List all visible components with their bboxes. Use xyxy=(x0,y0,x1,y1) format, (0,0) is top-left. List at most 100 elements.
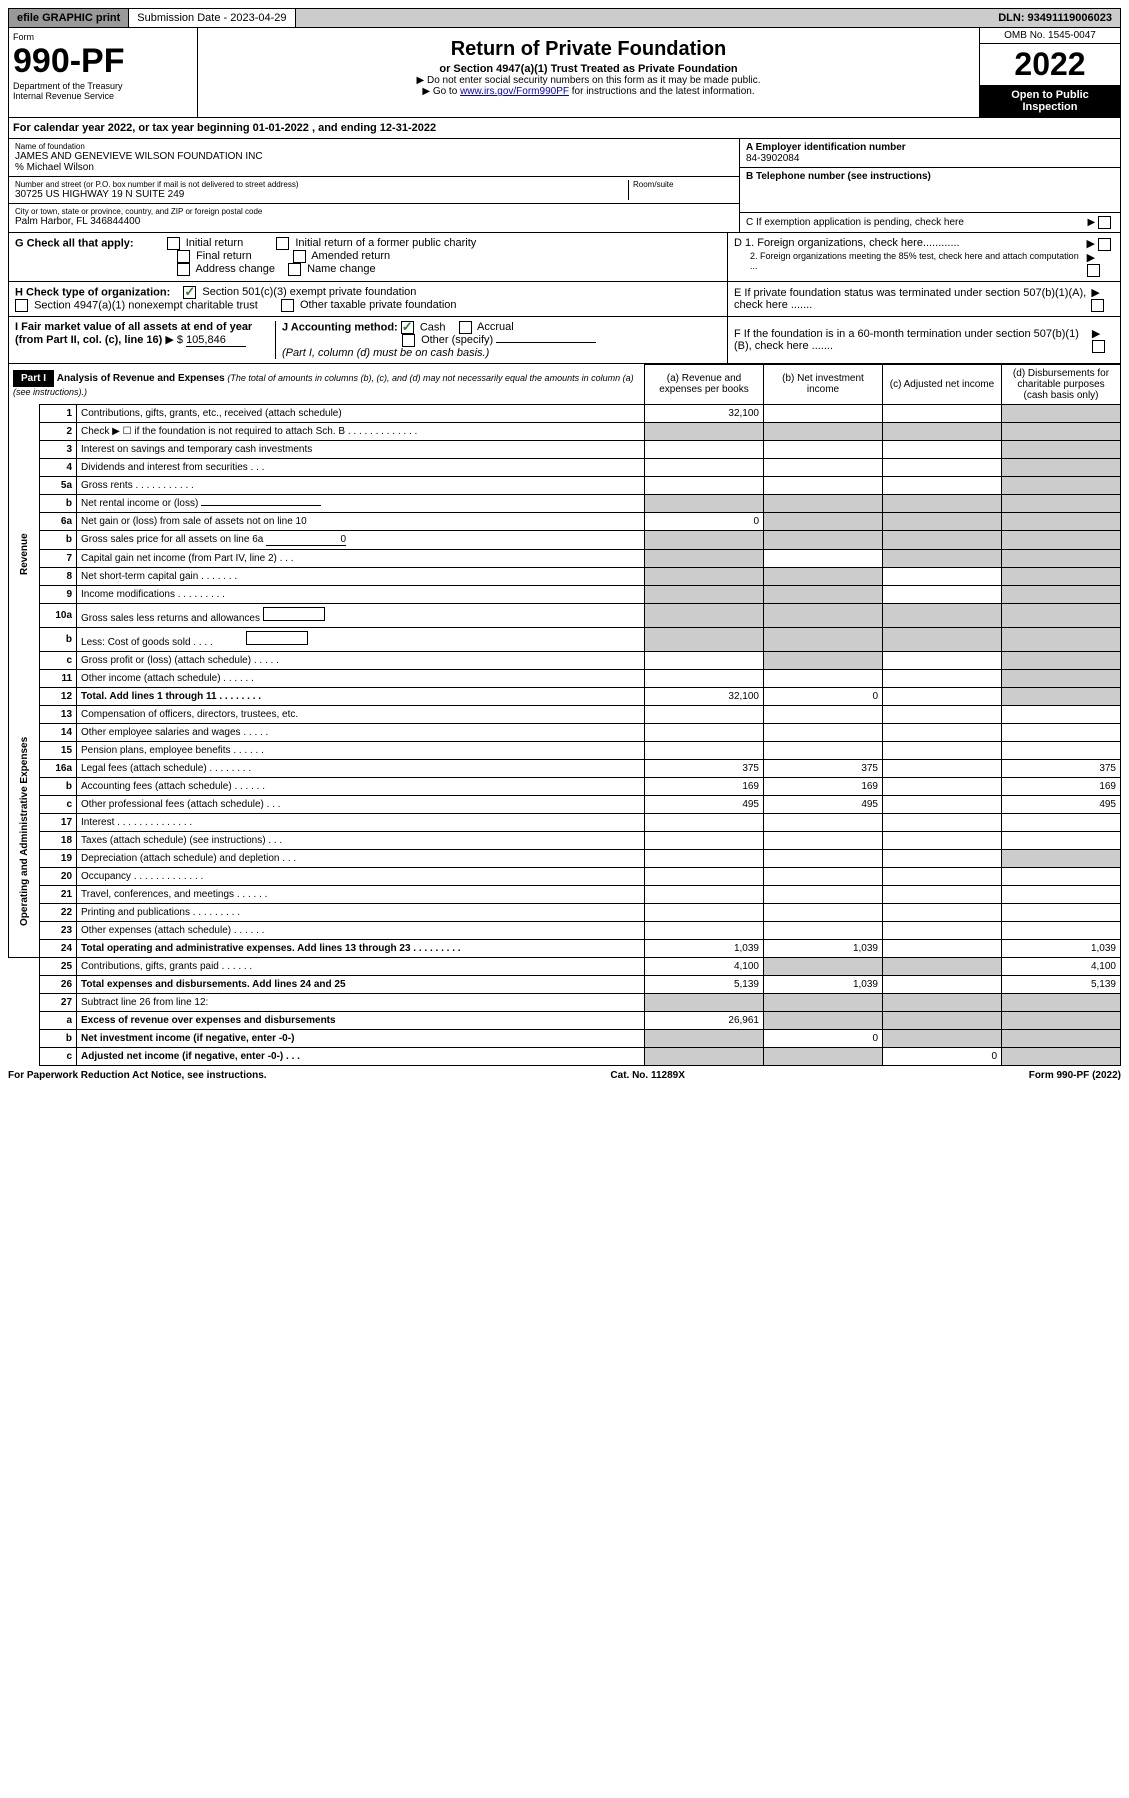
501c3-checkbox[interactable] xyxy=(183,286,196,299)
ein-label: A Employer identification number xyxy=(746,142,1114,153)
omb-number: OMB No. 1545-0047 xyxy=(980,28,1120,44)
table-row: 21Travel, conferences, and meetings . . … xyxy=(9,885,1121,903)
calendar-year-row: For calendar year 2022, or tax year begi… xyxy=(8,118,1121,139)
care-of: % Michael Wilson xyxy=(15,162,733,173)
table-row: 22Printing and publications . . . . . . … xyxy=(9,903,1121,921)
tax-year: 2022 xyxy=(980,44,1120,85)
d2-checkbox[interactable] xyxy=(1087,264,1100,277)
expenses-side-label: Operating and Administrative Expenses xyxy=(9,705,40,957)
table-row: 26Total expenses and disbursements. Add … xyxy=(9,975,1121,993)
table-row: 25Contributions, gifts, grants paid . . … xyxy=(9,957,1121,975)
amended-checkbox[interactable] xyxy=(293,250,306,263)
ein-value: 84-3902084 xyxy=(746,153,1114,164)
other-taxable-checkbox[interactable] xyxy=(281,299,294,312)
room-label: Room/suite xyxy=(633,180,733,189)
top-bar: efile GRAPHIC print Submission Date - 20… xyxy=(8,8,1121,28)
form-subtitle: or Section 4947(a)(1) Trust Treated as P… xyxy=(206,63,971,75)
city-value: Palm Harbor, FL 346844400 xyxy=(15,216,733,227)
fmv-value: 105,846 xyxy=(186,334,246,347)
table-row: cOther professional fees (attach schedul… xyxy=(9,795,1121,813)
other-method-checkbox[interactable] xyxy=(402,334,415,347)
table-row: aExcess of revenue over expenses and dis… xyxy=(9,1011,1121,1029)
final-return-checkbox[interactable] xyxy=(177,250,190,263)
box-c-label: C If exemption application is pending, c… xyxy=(746,217,964,228)
table-row: 10aGross sales less returns and allowanc… xyxy=(9,603,1121,627)
table-row: 17Interest . . . . . . . . . . . . . . xyxy=(9,813,1121,831)
table-row: 8Net short-term capital gain . . . . . .… xyxy=(9,567,1121,585)
table-row: 6aNet gain or (loss) from sale of assets… xyxy=(9,512,1121,530)
address-change-checkbox[interactable] xyxy=(177,263,190,276)
f-checkbox[interactable] xyxy=(1092,340,1105,353)
irs-label: Internal Revenue Service xyxy=(13,91,193,101)
table-row: 16aLegal fees (attach schedule) . . . . … xyxy=(9,759,1121,777)
col-d-header: (d) Disbursements for charitable purpose… xyxy=(1002,364,1121,404)
cash-checkbox[interactable] xyxy=(401,321,414,334)
instruction-2-post: for instructions and the latest informat… xyxy=(569,86,755,97)
box-j-label: J Accounting method: xyxy=(282,321,398,333)
box-j-note: (Part I, column (d) must be on cash basi… xyxy=(282,347,489,359)
part1-label: Part I xyxy=(13,370,54,387)
table-row: 7Capital gain net income (from Part IV, … xyxy=(9,549,1121,567)
address-label: Number and street (or P.O. box number if… xyxy=(15,180,628,189)
table-row: 27Subtract line 26 from line 12: xyxy=(9,993,1121,1011)
check-h-label: H Check type of organization: xyxy=(15,286,170,298)
open-public-badge: Open to Public Inspection xyxy=(980,85,1120,117)
table-row: bNet investment income (if negative, ent… xyxy=(9,1029,1121,1047)
table-row: bAccounting fees (attach schedule) . . .… xyxy=(9,777,1121,795)
table-row: 4Dividends and interest from securities … xyxy=(9,458,1121,476)
part1-table: Part I Analysis of Revenue and Expenses … xyxy=(8,364,1121,1066)
table-row: 11Other income (attach schedule) . . . .… xyxy=(9,669,1121,687)
table-row: bGross sales price for all assets on lin… xyxy=(9,530,1121,549)
dept-treasury: Department of the Treasury xyxy=(13,81,193,91)
name-change-checkbox[interactable] xyxy=(288,263,301,276)
foundation-name: JAMES AND GENEVIEVE WILSON FOUNDATION IN… xyxy=(15,151,733,162)
table-row: 14Other employee salaries and wages . . … xyxy=(9,723,1121,741)
table-row: 15Pension plans, employee benefits . . .… xyxy=(9,741,1121,759)
4947-checkbox[interactable] xyxy=(15,299,28,312)
phone-label: B Telephone number (see instructions) xyxy=(746,171,1114,182)
d1-checkbox[interactable] xyxy=(1098,238,1111,251)
table-row: 18Taxes (attach schedule) (see instructi… xyxy=(9,831,1121,849)
cat-number: Cat. No. 11289X xyxy=(610,1070,684,1081)
initial-return-checkbox[interactable] xyxy=(167,237,180,250)
box-d2: 2. Foreign organizations meeting the 85%… xyxy=(734,251,1087,277)
col-c-header: (c) Adjusted net income xyxy=(883,364,1002,404)
instructions-link[interactable]: www.irs.gov/Form990PF xyxy=(460,86,569,97)
table-row: Revenue 1Contributions, gifts, grants, e… xyxy=(9,404,1121,422)
col-b-header: (b) Net investment income xyxy=(764,364,883,404)
city-label: City or town, state or province, country… xyxy=(15,207,733,216)
box-f: F If the foundation is in a 60-month ter… xyxy=(734,328,1092,352)
table-row: 23Other expenses (attach schedule) . . .… xyxy=(9,921,1121,939)
paperwork-notice: For Paperwork Reduction Act Notice, see … xyxy=(8,1070,267,1081)
efile-print-button[interactable]: efile GRAPHIC print xyxy=(9,9,129,27)
revenue-side-label: Revenue xyxy=(9,404,40,705)
table-row: 5aGross rents . . . . . . . . . . . xyxy=(9,476,1121,494)
table-row: cAdjusted net income (if negative, enter… xyxy=(9,1047,1121,1065)
name-label: Name of foundation xyxy=(15,142,733,151)
table-row: bNet rental income or (loss) xyxy=(9,494,1121,512)
box-c-checkbox[interactable] xyxy=(1098,216,1111,229)
form-header: Form 990-PF Department of the Treasury I… xyxy=(8,28,1121,118)
table-row: bLess: Cost of goods sold . . . . xyxy=(9,627,1121,651)
table-row: 19Depreciation (attach schedule) and dep… xyxy=(9,849,1121,867)
form-number: 990-PF xyxy=(13,42,193,81)
table-row: Operating and Administrative Expenses 13… xyxy=(9,705,1121,723)
initial-former-checkbox[interactable] xyxy=(276,237,289,250)
check-g: G Check all that apply: Initial return I… xyxy=(15,237,721,276)
col-a-header: (a) Revenue and expenses per books xyxy=(645,364,764,404)
page-footer: For Paperwork Reduction Act Notice, see … xyxy=(8,1066,1121,1081)
e-checkbox[interactable] xyxy=(1091,299,1104,312)
table-row: 20Occupancy . . . . . . . . . . . . . xyxy=(9,867,1121,885)
instruction-1: ▶ Do not enter social security numbers o… xyxy=(206,75,971,86)
table-row: 12Total. Add lines 1 through 11 . . . . … xyxy=(9,687,1121,705)
foundation-info: Name of foundation JAMES AND GENEVIEVE W… xyxy=(8,139,1121,233)
accrual-checkbox[interactable] xyxy=(459,321,472,334)
box-e: E If private foundation status was termi… xyxy=(734,287,1091,311)
table-row: cGross profit or (loss) (attach schedule… xyxy=(9,651,1121,669)
part1-title: Analysis of Revenue and Expenses xyxy=(57,373,225,384)
form-ref: Form 990-PF (2022) xyxy=(1029,1070,1121,1081)
instruction-2-pre: ▶ Go to xyxy=(422,86,460,97)
table-row: 9Income modifications . . . . . . . . . xyxy=(9,585,1121,603)
street-address: 30725 US HIGHWAY 19 N SUITE 249 xyxy=(15,189,628,200)
form-title: Return of Private Foundation xyxy=(206,38,971,61)
